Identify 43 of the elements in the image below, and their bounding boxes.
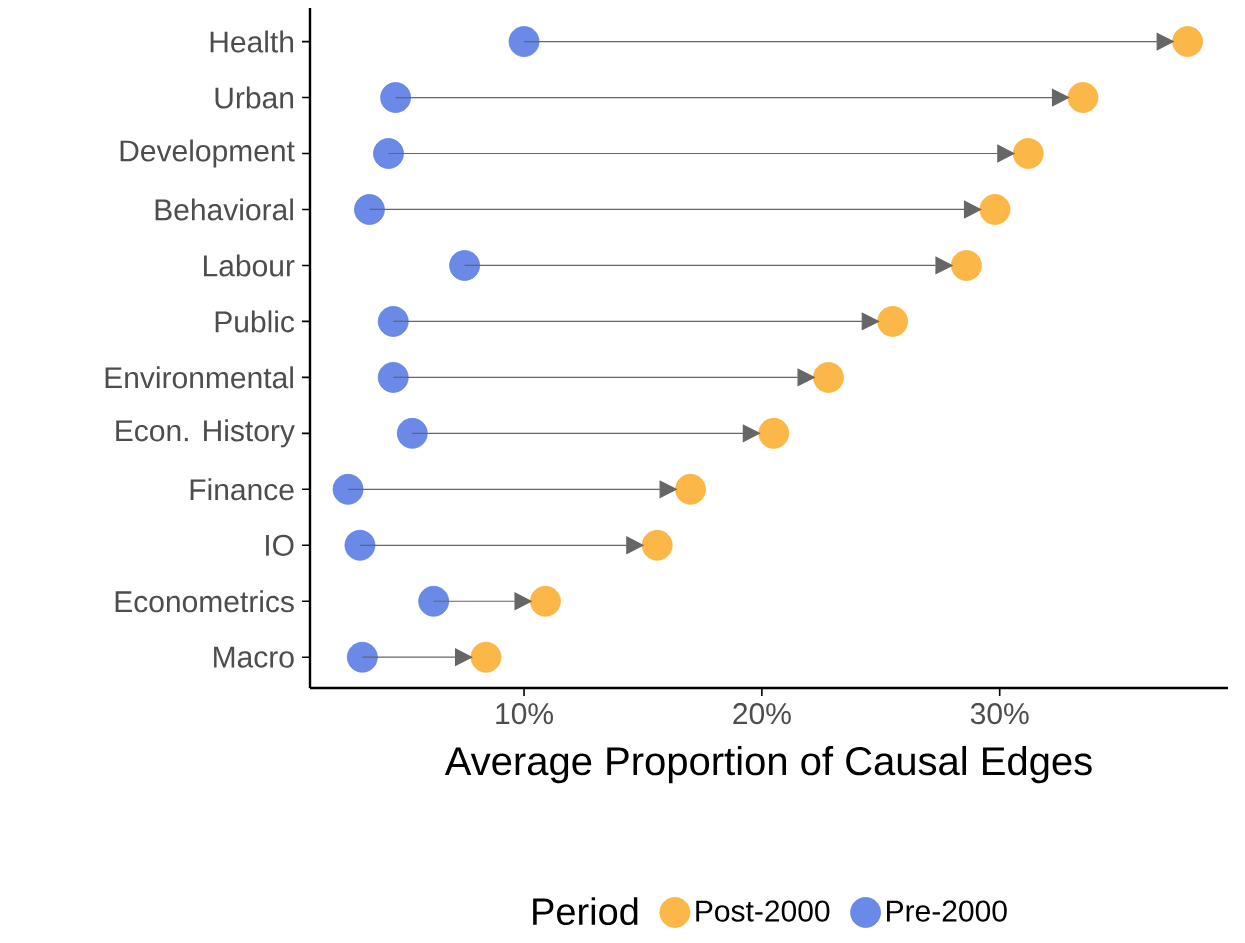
legend-label: Post-2000	[696, 900, 830, 922]
point	[813, 361, 844, 393]
point	[380, 82, 412, 113]
point	[332, 473, 364, 505]
point	[377, 361, 409, 393]
y-tick-label: Behavioral	[155, 198, 293, 221]
y-tick-label: IO	[266, 534, 294, 556]
point	[1012, 138, 1044, 169]
point	[675, 473, 706, 505]
y-tick-label: Health	[210, 30, 294, 53]
point	[641, 529, 673, 561]
y-tick-label: Environmental	[105, 366, 293, 389]
point	[344, 529, 376, 561]
x-tick-label: 30%	[970, 703, 1029, 725]
point	[530, 585, 561, 617]
point	[377, 306, 409, 337]
x-tick-label: 10%	[496, 703, 553, 725]
point	[979, 194, 1011, 225]
point	[418, 585, 450, 617]
x-axis-title: Average Proportion of Causal Edges	[444, 745, 1092, 784]
point	[508, 26, 540, 57]
y-tick-label: Urban	[215, 86, 294, 109]
point	[1172, 26, 1203, 57]
point	[877, 306, 909, 337]
y-tick-label: Finance	[190, 478, 294, 501]
y-tick-label: Development	[120, 139, 295, 168]
legend-label: Pre-2000	[887, 900, 1007, 922]
y-tick-label: Econ. History	[116, 419, 295, 448]
y-tick-label: Public	[215, 310, 295, 333]
point	[396, 417, 428, 449]
point	[373, 138, 404, 169]
y-tick-label: Macro	[214, 646, 294, 668]
point	[346, 641, 378, 673]
point	[758, 417, 790, 449]
y-tick-label: Econometrics	[115, 590, 294, 613]
x-tick-label: 20%	[733, 703, 791, 725]
point	[1067, 82, 1099, 113]
point	[951, 250, 982, 281]
point	[449, 250, 480, 281]
point	[470, 641, 502, 673]
legend-title: Period	[533, 897, 638, 926]
y-tick-label: Labour	[204, 254, 295, 277]
point	[354, 194, 385, 225]
